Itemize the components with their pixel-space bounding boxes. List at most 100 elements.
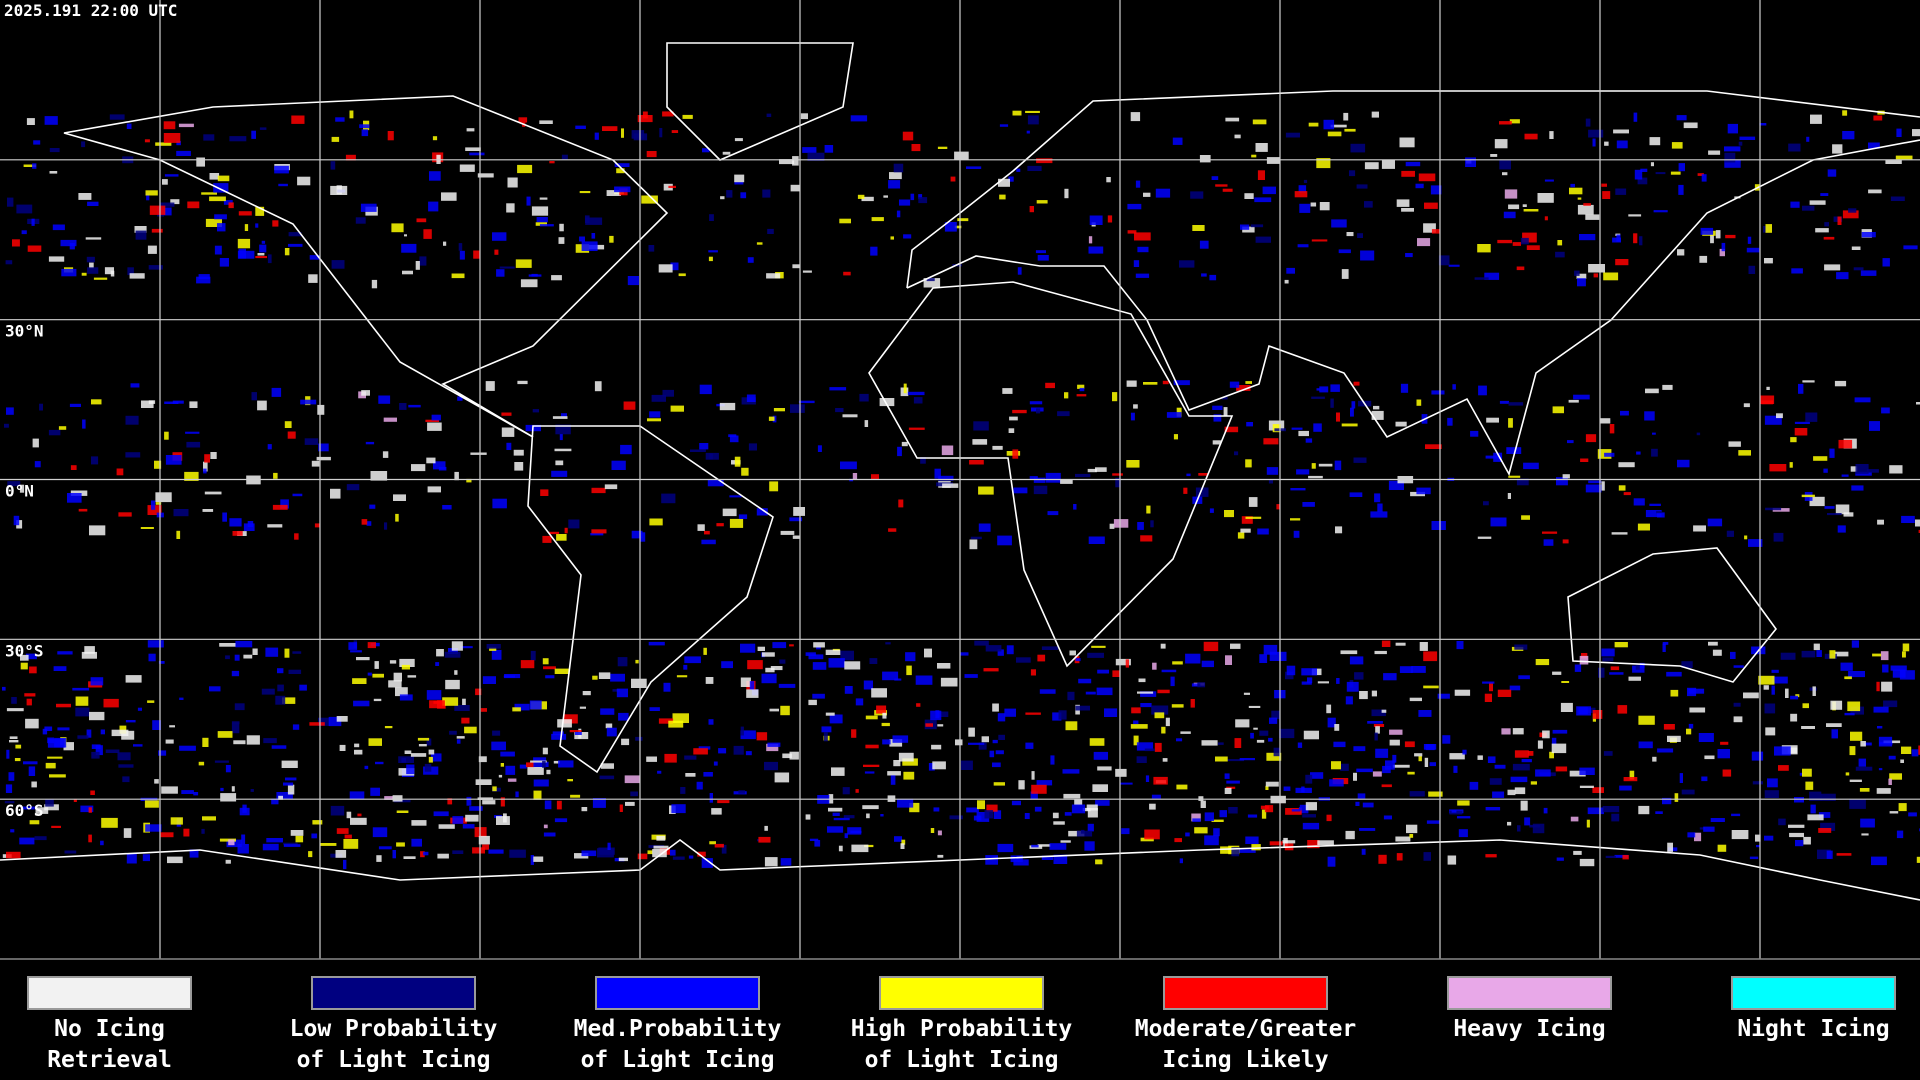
icing-patch: [1136, 742, 1154, 751]
icing-patch: [1442, 735, 1451, 744]
icing-patch: [1901, 746, 1912, 754]
icing-patch: [1282, 840, 1296, 844]
icing-patch: [1240, 528, 1251, 533]
icing-patch: [1871, 856, 1887, 866]
icing-patch: [70, 465, 77, 470]
icing-patch: [1636, 451, 1641, 455]
icing-patch: [701, 858, 713, 868]
icing-patch: [805, 652, 816, 656]
icing-patch: [408, 404, 421, 408]
icing-patch: [1185, 653, 1201, 664]
icing-patch: [1478, 385, 1487, 396]
icing-patch: [590, 533, 604, 536]
icing-patch: [718, 748, 727, 754]
icing-patch: [336, 828, 349, 834]
icing-patch: [894, 678, 902, 681]
icing-patch: [1407, 771, 1415, 775]
icing-patch: [1885, 160, 1902, 164]
icing-patch: [1765, 224, 1772, 233]
icing-patch: [1149, 803, 1156, 810]
icing-patch: [938, 475, 954, 481]
icing-patch: [317, 404, 325, 415]
icing-patch: [1416, 487, 1431, 495]
icing-patch: [442, 697, 459, 706]
icing-patch: [1581, 653, 1588, 659]
icing-patch: [756, 242, 763, 245]
icing-patch: [1199, 240, 1209, 249]
icing-patch: [1542, 730, 1550, 739]
icing-patch: [1719, 248, 1725, 257]
icing-patch: [1359, 828, 1376, 831]
icing-patch: [262, 843, 279, 851]
icing-patch: [498, 774, 503, 778]
icing-patch: [1192, 818, 1201, 822]
icing-patch: [1656, 510, 1663, 514]
icing-patch: [625, 801, 635, 806]
icing-patch: [162, 179, 168, 185]
icing-patch: [931, 744, 942, 750]
icing-patch: [605, 723, 613, 729]
icing-patch: [427, 422, 442, 431]
icing-patch: [656, 835, 666, 841]
icing-patch: [864, 771, 875, 774]
icing-patch: [969, 539, 978, 550]
icing-patch: [984, 810, 993, 819]
icing-patch: [649, 518, 663, 526]
icing-patch: [1579, 858, 1595, 867]
icing-patch: [1201, 273, 1207, 277]
icing-patch: [127, 267, 134, 276]
icing-patch: [237, 250, 255, 259]
icing-patch: [659, 128, 663, 138]
icing-patch: [361, 390, 370, 396]
icing-patch: [1849, 746, 1856, 756]
icing-patch: [287, 431, 296, 439]
icing-patch: [662, 389, 674, 397]
icing-patch: [1204, 835, 1219, 846]
icing-patch: [1806, 136, 1810, 142]
icing-patch: [890, 236, 894, 240]
icing-patch: [1096, 687, 1113, 696]
icing-patch: [1226, 786, 1236, 789]
icing-patch: [1198, 473, 1208, 476]
icing-patch: [714, 843, 724, 848]
icing-patch: [1133, 735, 1139, 746]
icing-patch: [209, 686, 221, 692]
icing-patch: [1360, 250, 1375, 261]
icing-patch: [189, 401, 198, 408]
icing-patch: [1092, 784, 1108, 792]
icing-patch: [1012, 110, 1022, 116]
icing-patch: [311, 833, 318, 839]
icing-patch: [1457, 816, 1471, 819]
icing-patch: [1036, 158, 1053, 164]
icing-patch: [1244, 193, 1254, 199]
icing-patch: [346, 811, 352, 819]
icing-patch: [346, 484, 360, 491]
icing-patch: [1469, 781, 1479, 790]
icing-patch: [78, 508, 88, 512]
icing-patch: [997, 535, 1012, 546]
icing-patch: [93, 277, 108, 280]
icing-patch: [591, 233, 596, 239]
icing-patch: [816, 646, 821, 650]
icing-patch: [1751, 751, 1764, 761]
icing-patch: [1319, 202, 1330, 211]
icing-patch: [1738, 450, 1751, 456]
icing-patch: [311, 460, 320, 467]
icing-patch: [1401, 170, 1415, 177]
icing-patch: [887, 771, 901, 776]
icing-patch: [1025, 110, 1040, 113]
icing-patch: [367, 642, 376, 649]
icing-patch: [792, 156, 799, 166]
icing-patch: [1063, 793, 1081, 799]
icing-patch: [1555, 766, 1568, 772]
icing-patch: [231, 721, 240, 725]
icing-patch: [1262, 186, 1276, 195]
icing-patch: [162, 207, 172, 216]
icing-patch: [1514, 644, 1528, 650]
icing-patch: [330, 488, 341, 499]
icing-patch: [252, 648, 258, 655]
icing-patch: [1524, 133, 1538, 140]
icing-patch: [923, 278, 941, 288]
icing-patch: [1537, 193, 1554, 203]
icing-patch: [1362, 802, 1374, 808]
